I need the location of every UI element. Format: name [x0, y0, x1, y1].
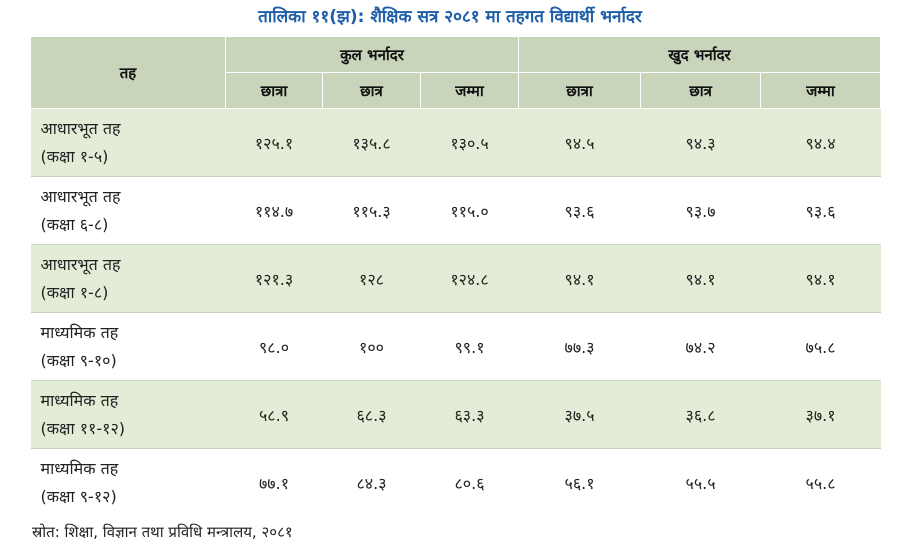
row-label: आधारभूत तह (कक्षा १-५) [30, 108, 226, 177]
column-header: जम्मा [760, 72, 882, 109]
rate-cell: १२१.३ [225, 244, 323, 313]
level-name: माध्यमिक तह [40, 458, 119, 478]
rate-cell: ९४.४ [760, 108, 881, 177]
rate-cell: ५५.५ [640, 448, 761, 516]
grade-range: (कक्षा ११-१२) [40, 418, 126, 438]
table-header: तह कुल भर्नादर खुद भर्नादर छात्रा छात्र जम्म… [30, 36, 882, 109]
level-header: तह [30, 36, 226, 109]
table-title: तालिका ११(झ): शैक्षिक सत्र २०८१ मा तहगत … [258, 7, 642, 27]
row-label: आधारभूत तह (कक्षा १-८) [30, 244, 226, 313]
rate-cell: ६३.३ [420, 380, 519, 449]
rate-cell: १२५.१ [225, 108, 323, 177]
rate-cell: ११५.० [420, 176, 519, 245]
grade-range: (कक्षा ९-१२) [40, 486, 117, 506]
row-label: माध्यमिक तह (कक्षा ११-१२) [30, 380, 226, 449]
rate-cell: ७४.२ [640, 312, 761, 381]
rate-cell: ९४.१ [760, 244, 881, 313]
rate-cell: ९३.७ [640, 176, 761, 245]
rate-cell: ९३.६ [518, 176, 641, 245]
enrollment-table: तह कुल भर्नादर खुद भर्नादर छात्रा छात्र जम्म… [30, 36, 882, 516]
rate-cell: १२८ [322, 244, 421, 313]
rate-cell: ११५.३ [322, 176, 421, 245]
rate-cell: ९४.१ [640, 244, 761, 313]
rate-cell: १३०.५ [420, 108, 519, 177]
level-name: माध्यमिक तह [40, 322, 119, 342]
level-name: आधारभूत तह [40, 186, 121, 206]
rate-cell: १०० [322, 312, 421, 381]
rate-cell: ९९.१ [420, 312, 519, 381]
rate-cell: ८०.६ [420, 448, 519, 516]
table-row: माध्यमिक तह (कक्षा ११-१२) ५८.९ ६८.३ ६३.३ ३७.५… [30, 380, 881, 449]
rate-cell: ९४.५ [518, 108, 641, 177]
row-label: माध्यमिक तह (कक्षा ९-१०) [30, 312, 226, 381]
rate-cell: ९३.६ [760, 176, 881, 245]
row-label: आधारभूत तह (कक्षा ६-८) [30, 176, 226, 245]
rate-cell: ५८.९ [225, 380, 323, 449]
rate-cell: ३७.५ [518, 380, 641, 449]
table-body: आधारभूत तह (कक्षा १-५) १२५.१ १३५.८ १३०.५ ९४.५… [30, 108, 881, 516]
source-note: स्रोत: शिक्षा, विज्ञान तथा प्रविधि मन्त्… [32, 523, 293, 541]
rate-cell: ३६.८ [640, 380, 761, 449]
rate-cell: ९४.१ [518, 244, 641, 313]
grade-range: (कक्षा ९-१०) [40, 350, 117, 370]
group-header: कुल भर्नादर [224, 36, 520, 73]
rate-cell: ७५.८ [760, 312, 881, 381]
grade-range: (कक्षा १-८) [40, 282, 109, 302]
column-header: छात्रा [225, 72, 323, 109]
rate-cell: ७७.१ [225, 448, 323, 516]
rate-cell: ५६.१ [518, 448, 641, 516]
table-row: आधारभूत तह (कक्षा १-५) १२५.१ १३५.८ १३०.५ ९४.५… [30, 108, 881, 177]
rate-cell: ३७.१ [760, 380, 881, 449]
rate-cell: ५५.८ [760, 448, 881, 516]
column-header: छात्र [322, 72, 421, 109]
grade-range: (कक्षा १-५) [40, 146, 109, 166]
column-header: छात्रा [518, 72, 642, 109]
rate-cell: ७७.३ [518, 312, 641, 381]
level-name: आधारभूत तह [40, 118, 121, 138]
rate-cell: ११४.७ [225, 176, 323, 245]
group-header: खुद भर्नादर [518, 36, 882, 73]
rate-cell: ९८.० [225, 312, 323, 381]
table-row: माध्यमिक तह (कक्षा ९-१२) ७७.१ ८४.३ ८०.६ ५६.१ ५… [30, 448, 881, 516]
rate-cell: ८४.३ [322, 448, 421, 516]
level-name: माध्यमिक तह [40, 390, 119, 410]
rate-cell: ९४.३ [640, 108, 761, 177]
rate-cell: १३५.८ [322, 108, 421, 177]
column-header: छात्र [640, 72, 762, 109]
grade-range: (कक्षा ६-८) [40, 214, 109, 234]
level-name: आधारभूत तह [40, 254, 121, 274]
table-row: आधारभूत तह (कक्षा १-८) १२१.३ १२८ १२४.८ ९४.१ ९४… [30, 244, 881, 313]
rate-cell: ६८.३ [322, 380, 421, 449]
rate-cell: १२४.८ [420, 244, 519, 313]
table-row: आधारभूत तह (कक्षा ६-८) ११४.७ ११५.३ ११५.० ९३.६… [30, 176, 881, 245]
row-label: माध्यमिक तह (कक्षा ९-१२) [30, 448, 226, 516]
table-row: माध्यमिक तह (कक्षा ९-१०) ९८.० १०० ९९.१ ७७.३ ७४… [30, 312, 881, 381]
column-header: जम्मा [419, 72, 520, 109]
